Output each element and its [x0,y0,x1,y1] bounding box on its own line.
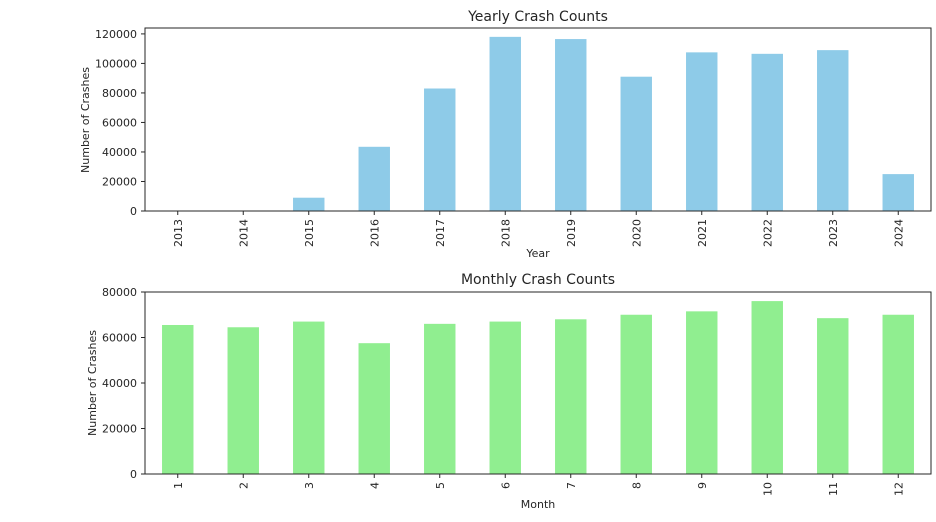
yearly-xtick-label: 2022 [761,219,774,247]
yearly-chart-title: Yearly Crash Counts [467,9,608,25]
monthly-xtick-label: 4 [368,482,381,489]
monthly-x-axis-label: Month [521,498,556,511]
monthly-bar [358,343,390,474]
monthly-ytick-label: 60000 [102,332,137,345]
yearly-bar [424,88,456,211]
monthly-xtick-label: 10 [761,482,774,496]
monthly-bar [293,321,325,474]
yearly-xtick-label: 2017 [434,219,447,247]
monthly-xtick-label: 3 [303,482,316,489]
monthly-xtick-label: 12 [892,482,905,496]
monthly-xtick-label: 1 [172,482,185,489]
yearly-ytick-label: 20000 [102,175,137,188]
yearly-x-axis-label: Year [525,247,550,260]
yearly-xtick-label: 2019 [565,219,578,247]
yearly-bar [751,53,783,211]
yearly-bar [817,50,849,211]
yearly-bar [686,52,718,212]
monthly-bar [620,314,652,474]
yearly-plot-frame [144,27,932,212]
yearly-ytick-label: 80000 [102,87,137,100]
monthly-y-axis-label: Number of Crashes [86,330,99,436]
yearly-bar [358,146,390,211]
monthly-xtick-label: 5 [434,482,447,489]
yearly-xtick-label: 2020 [630,219,643,247]
monthly-bar [162,324,194,474]
yearly-xtick-label: 2016 [368,219,381,247]
yearly-xtick-label: 2013 [172,219,185,247]
monthly-bar [817,318,849,474]
monthly-bar [489,321,521,474]
yearly-xtick-label: 2015 [303,219,316,247]
monthly-ytick-label: 20000 [102,423,137,436]
yearly-y-axis-label: Number of Crashes [79,67,92,173]
yearly-ytick-label: 120000 [95,28,137,41]
monthly-plot-frame [144,291,932,475]
yearly-bar [882,174,914,211]
yearly-bar [555,39,587,212]
monthly-xtick-label: 9 [696,482,709,489]
yearly-bar [293,197,325,211]
monthly-ytick-label: 0 [130,468,137,481]
monthly-ytick-label: 80000 [102,286,137,299]
monthly-bar [882,314,914,474]
yearly-xtick-label: 2024 [892,219,905,247]
yearly-chart: Yearly Crash Counts 0 20000 40000 60000 8000… [79,9,932,260]
monthly-xtick-label: 6 [499,482,512,489]
monthly-xtick-label: 11 [827,482,840,496]
monthly-bar [227,327,259,474]
monthly-chart-title: Monthly Crash Counts [461,272,615,288]
monthly-xtick-label: 7 [565,482,578,489]
yearly-xtick-label: 2021 [696,219,709,247]
monthly-bar [555,319,587,474]
monthly-bar [751,301,783,474]
yearly-ytick-label: 40000 [102,146,137,159]
monthly-xtick-label: 8 [630,482,643,489]
yearly-xtick-label: 2023 [827,219,840,247]
monthly-bar [686,311,718,474]
yearly-bar [620,76,652,211]
yearly-xtick-label: 2014 [237,219,250,247]
yearly-xtick-label: 2018 [499,219,512,247]
yearly-ytick-label: 0 [130,205,137,218]
monthly-chart: Monthly Crash Counts 0 20000 40000 60000 800… [86,272,932,511]
yearly-ytick-label: 60000 [102,116,137,129]
monthly-bar [424,323,456,474]
yearly-ytick-label: 100000 [95,57,137,70]
yearly-bar [489,36,521,211]
monthly-ytick-label: 40000 [102,377,137,390]
monthly-xtick-label: 2 [237,482,250,489]
